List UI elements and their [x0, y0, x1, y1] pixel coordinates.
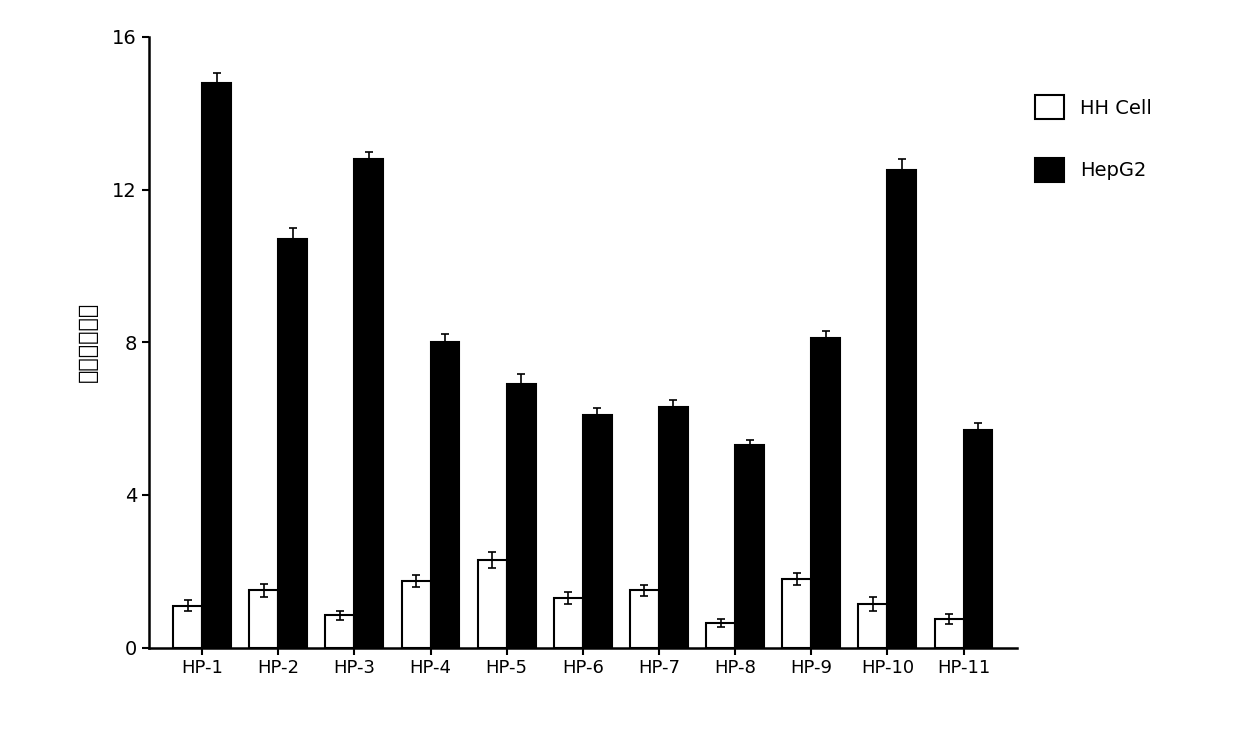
Bar: [963, 430, 992, 648]
Bar: [402, 581, 430, 648]
Bar: [658, 407, 688, 648]
Bar: [583, 415, 611, 648]
Legend: HH Cell, HepG2: HH Cell, HepG2: [1035, 96, 1152, 182]
Bar: [430, 342, 460, 648]
Bar: [554, 598, 583, 648]
Bar: [888, 171, 916, 648]
Bar: [735, 445, 764, 648]
Bar: [935, 619, 963, 648]
Bar: [477, 560, 507, 648]
Bar: [249, 590, 278, 648]
Bar: [202, 82, 231, 648]
Bar: [782, 579, 811, 648]
Bar: [507, 384, 536, 648]
Bar: [630, 590, 658, 648]
Bar: [355, 159, 383, 648]
Bar: [174, 606, 202, 648]
Y-axis label: 相对识别能力: 相对识别能力: [78, 302, 98, 383]
Bar: [811, 339, 841, 648]
Bar: [858, 604, 888, 648]
Bar: [325, 615, 355, 648]
Bar: [706, 623, 735, 648]
Bar: [278, 239, 308, 648]
